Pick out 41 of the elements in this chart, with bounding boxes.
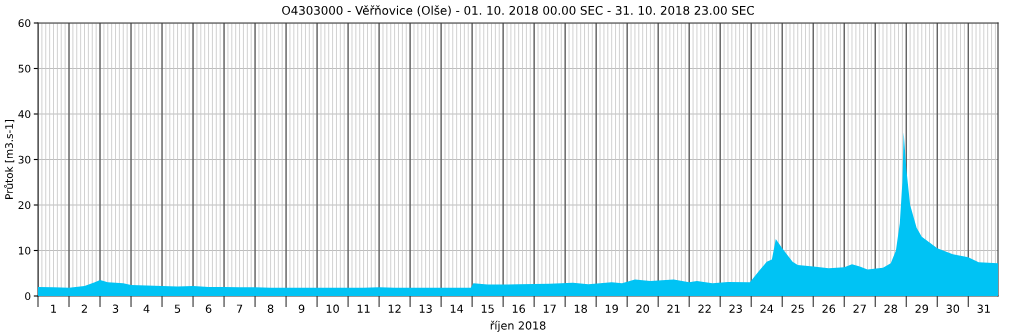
x-tick-label: 26 — [822, 304, 836, 313]
y-tick-label: 20 — [18, 201, 31, 210]
x-tick-label: 1 — [51, 304, 57, 313]
y-tick-label: 60 — [18, 19, 31, 28]
y-tick-label: 50 — [18, 64, 31, 73]
x-tick-label: 6 — [205, 304, 212, 313]
x-tick-label: 18 — [574, 304, 587, 313]
x-tick-label: 4 — [143, 304, 150, 313]
y-tick-label: 10 — [18, 246, 31, 255]
x-tick-label: 29 — [915, 304, 929, 313]
x-tick-label: 27 — [853, 304, 866, 313]
y-axis-title: Průtok [m3.s-1] — [4, 119, 15, 199]
x-tick-label: 14 — [450, 304, 464, 313]
x-tick-label: 19 — [605, 304, 618, 313]
x-tick-label: 2 — [81, 304, 87, 313]
y-tick-label: 0 — [25, 292, 31, 301]
x-tick-label: 8 — [267, 304, 274, 313]
x-tick-label: 5 — [174, 304, 181, 313]
x-tick-label: 30 — [946, 304, 960, 313]
x-tick-label: 21 — [667, 304, 680, 313]
x-tick-label: 16 — [512, 304, 526, 313]
chart-title: O4303000 - Věřňovice (Olše) - 01. 10. 2018 00.00 SEC - 31. 10. 2018 23.00 SEC — [282, 5, 754, 17]
x-tick-label: 13 — [419, 304, 432, 313]
x-tick-label: 31 — [977, 304, 990, 313]
x-tick-label: 3 — [112, 304, 119, 313]
x-tick-label: 15 — [481, 304, 494, 313]
x-tick-label: 23 — [729, 304, 742, 313]
x-tick-label: 20 — [636, 304, 650, 313]
x-tick-label: 17 — [543, 304, 556, 313]
y-tick-label: 40 — [18, 110, 31, 119]
x-tick-label: 11 — [357, 304, 370, 313]
x-tick-label: 25 — [791, 304, 804, 313]
y-tick-label: 30 — [18, 155, 31, 164]
x-tick-label: 24 — [760, 304, 774, 313]
x-tick-label: 28 — [884, 304, 898, 313]
x-tick-label: 22 — [698, 304, 711, 313]
x-tick-label: 9 — [298, 304, 305, 313]
x-tick-label: 12 — [388, 304, 401, 313]
x-tick-label: 10 — [326, 304, 339, 313]
x-tick-label: 7 — [236, 304, 243, 313]
x-axis-title: říjen 2018 — [490, 320, 546, 332]
